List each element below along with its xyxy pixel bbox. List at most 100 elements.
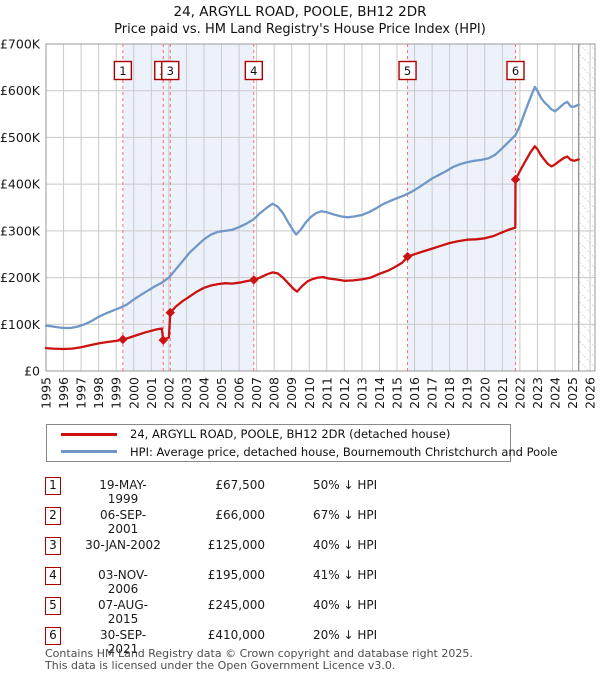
x-axis-tick-label: 2026 (583, 377, 598, 409)
sale-hpi-diff: 50% ↓ HPI (313, 478, 378, 492)
chart-titles: 24, ARGYLL ROAD, POOLE, BH12 2DR Price p… (0, 3, 600, 38)
sale-flag-box-1 (113, 60, 133, 81)
page-subtitle: Price paid vs. HM Land Registry's House … (114, 22, 486, 37)
sale-flag-number-6: 6 (512, 64, 519, 78)
x-axis-tick-label: 2019 (460, 377, 475, 409)
price-chart-svg: 123456£0£100K£200K£300K£400K£500K£600K£7… (0, 37, 598, 409)
sale-marker-4 (249, 275, 259, 285)
sale-price: £410,000 (207, 628, 265, 642)
x-axis-tick-label: 2021 (495, 377, 510, 409)
sale-date: 30-JAN-2002 (85, 538, 161, 552)
ownership-band (122, 44, 254, 371)
sale-row-6: 6 30-SEP-2021 £410,000 20% ↓ HPI (0, 627, 600, 656)
x-axis-tick-label: 1998 (91, 377, 106, 409)
x-axis-tick-label: 2015 (390, 377, 405, 409)
sale-number-badge: 3 (45, 537, 61, 555)
x-axis-tick-label: 2014 (372, 377, 387, 409)
sale-date: 19-MAY-1999 (99, 478, 147, 506)
x-axis-tick-label: 2007 (249, 377, 264, 409)
sale-marker-3 (165, 307, 175, 318)
legend-label-property: 24, ARGYLL ROAD, POOLE, BH12 2DR (detach… (130, 427, 451, 442)
sale-hpi-diff: 40% ↓ HPI (313, 538, 378, 552)
sale-price: £66,000 (215, 508, 265, 522)
sale-row-4: 4 03-NOV-2006 £195,000 41% ↓ HPI (0, 567, 600, 596)
y-axis-tick-label: £300K (0, 223, 41, 238)
y-axis-tick-label: £0 (24, 364, 40, 379)
sale-number-badge: 1 (45, 477, 61, 495)
x-axis-tick-label: 1999 (109, 377, 124, 409)
footer-copyright: Contains HM Land Registry data © Crown c… (45, 647, 473, 660)
property-line-swatch-icon (61, 432, 117, 436)
sale-date: 06-SEP-2001 (99, 508, 147, 536)
sale-marker-5 (402, 251, 413, 262)
ownership-band (407, 44, 516, 371)
footer: Contains HM Land Registry data © Crown c… (45, 648, 585, 671)
hpi-line (44, 85, 580, 330)
x-axis-tick-label: 2011 (319, 377, 334, 409)
hpi-line-swatch-icon (61, 450, 117, 454)
future-hatch (578, 44, 595, 371)
sale-number-badge: 5 (45, 597, 61, 615)
y-axis-tick-label: £200K (0, 270, 41, 285)
sale-price: £245,000 (207, 598, 265, 612)
price-chart: 123456£0£100K£200K£300K£400K£500K£600K£7… (0, 37, 598, 409)
sale-hpi-diff: 67% ↓ HPI (313, 508, 378, 522)
sale-flag-box-4 (244, 60, 264, 81)
sale-hpi-diff: 41% ↓ HPI (313, 568, 378, 582)
x-axis-tick-label: 1996 (56, 377, 71, 409)
x-axis-tick-label: 2006 (232, 377, 247, 409)
sale-marker-6 (510, 174, 521, 185)
sale-row-3: 3 30-JAN-2002 £125,000 40% ↓ HPI (0, 537, 600, 555)
x-axis-tick-label: 2010 (302, 377, 317, 409)
y-axis-tick-label: £100K (0, 317, 41, 332)
y-axis-tick-label: £600K (0, 83, 41, 98)
x-axis-tick-label: 2023 (530, 377, 545, 409)
sale-price: £195,000 (207, 568, 265, 582)
page-title: 24, ARGYLL ROAD, POOLE, BH12 2DR (173, 4, 427, 20)
legend-label-hpi: HPI: Average price, detached house, Bour… (130, 444, 558, 459)
y-axis-tick-label: £700K (0, 37, 41, 52)
footer-licence: This data is licensed under the Open Gov… (45, 658, 396, 672)
x-axis-tick-label: 2020 (477, 377, 492, 409)
sale-flag-number-1: 1 (119, 64, 126, 78)
sale-date: 07-AUG-2015 (98, 598, 148, 626)
sale-hpi-diff: 40% ↓ HPI (313, 598, 378, 612)
x-axis-tick-label: 2004 (196, 377, 211, 409)
x-axis-tick-label: 2008 (267, 377, 282, 409)
x-axis-tick-label: 2022 (512, 377, 527, 409)
x-axis-tick-label: 2005 (214, 377, 229, 409)
x-axis-tick-label: 2000 (126, 377, 141, 409)
x-axis-tick-label: 1995 (39, 377, 54, 409)
x-axis-tick-label: 2012 (337, 377, 352, 409)
sale-flag-number-5: 5 (404, 64, 411, 78)
sale-marker-2 (158, 335, 168, 345)
x-axis-tick-label: 2024 (547, 377, 562, 409)
sale-number-badge: 4 (45, 567, 61, 585)
sale-marker-1 (118, 334, 128, 345)
sale-hpi-diff: 20% ↓ HPI (313, 628, 378, 642)
property-price-line (44, 145, 580, 351)
sale-price: £125,000 (207, 538, 265, 552)
plot-border (45, 43, 596, 372)
sale-flag-number-4: 4 (250, 64, 257, 78)
sale-number-badge: 2 (45, 507, 61, 525)
sale-flag-box-6 (506, 60, 525, 81)
x-axis-tick-label: 2016 (407, 377, 422, 409)
sale-row-2: 2 06-SEP-2001 £66,000 67% ↓ HPI (0, 507, 600, 536)
x-axis-tick-label: 1997 (74, 377, 89, 409)
x-axis-tick-label: 2018 (442, 377, 457, 409)
x-axis-tick-label: 2013 (354, 377, 369, 409)
sale-row-1: 1 19-MAY-1999 £67,500 50% ↓ HPI (0, 477, 600, 506)
sale-number-badge: 6 (45, 627, 61, 645)
legend-item-property: 24, ARGYLL ROAD, POOLE, BH12 2DR (detach… (47, 427, 510, 442)
x-axis-tick-label: 2001 (144, 377, 159, 409)
x-axis-tick-label: 2003 (179, 377, 194, 409)
sale-price: £67,500 (215, 478, 265, 492)
sale-row-5: 5 07-AUG-2015 £245,000 40% ↓ HPI (0, 597, 600, 626)
sale-flag-box-3 (161, 60, 180, 81)
legend: 24, ARGYLL ROAD, POOLE, BH12 2DR (detach… (46, 424, 558, 462)
sale-flag-box-5 (398, 60, 417, 81)
x-axis-tick-label: 2002 (161, 377, 176, 409)
legend-item-hpi: HPI: Average price, detached house, Bour… (47, 445, 558, 460)
sale-date: 03-NOV-2006 (98, 568, 148, 596)
